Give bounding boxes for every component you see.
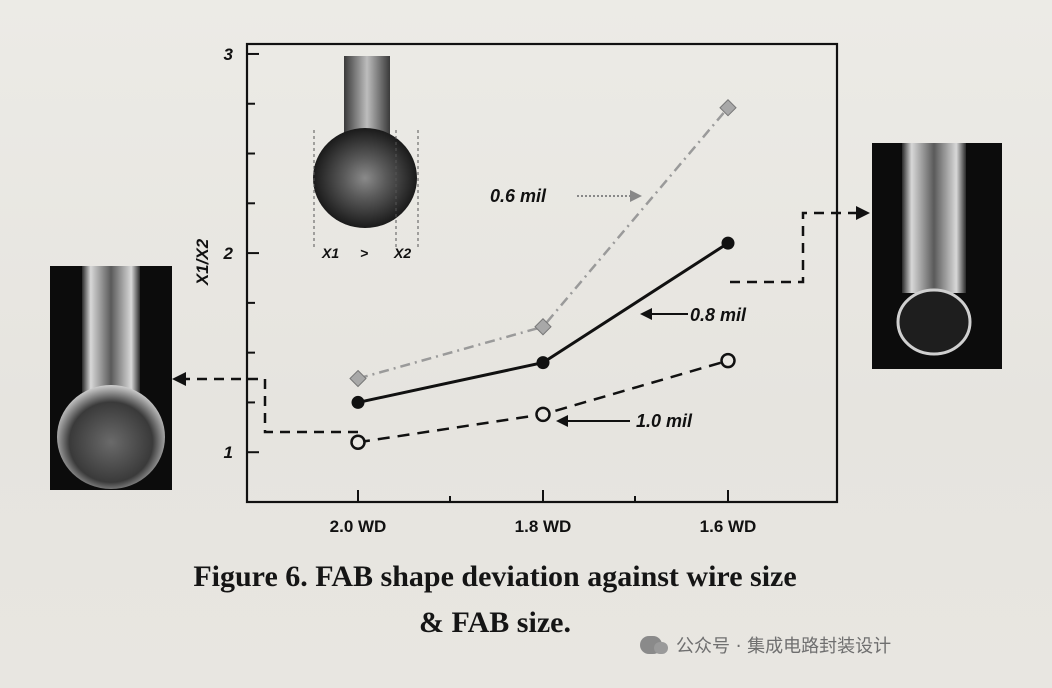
- x-tick-label-3: 1.6 WD: [700, 517, 757, 536]
- series-annotations: 0.6 mil 0.8 mil 1.0 mil: [490, 186, 747, 431]
- inset-label-x1: X1: [321, 245, 339, 261]
- series-1-0-mil: [350, 352, 736, 451]
- sem-image-right: [872, 143, 1002, 369]
- data-point-3: [721, 236, 735, 250]
- y-axis-ticks: 1 2 3: [223, 45, 259, 462]
- y-tick-label-2: 2: [223, 244, 234, 263]
- y-axis-label: X1/X2: [193, 238, 212, 286]
- figure-caption-line-1: Figure 6. FAB shape deviation against wi…: [193, 560, 797, 593]
- data-point-2: [535, 406, 551, 423]
- watermark-text: 公众号 · 集成电路封装设计: [676, 636, 892, 657]
- inset-wire: [344, 56, 390, 136]
- wechat-icon: [640, 636, 668, 654]
- connector-right: [730, 206, 870, 284]
- series-arrowhead-0-8-mil: [640, 308, 652, 320]
- series-layer: [349, 99, 737, 451]
- data-point-1: [351, 395, 365, 409]
- data-point-3: [719, 99, 737, 117]
- x-tick-label-2: 1.8 WD: [515, 517, 572, 536]
- inset-fab-diagram: X1 > X2: [313, 56, 419, 261]
- y-tick-label-1: 1: [224, 443, 233, 462]
- series-label-1-0-mil: 1.0 mil: [636, 411, 693, 431]
- data-point-1: [349, 369, 367, 388]
- series-label-0-6-mil: 0.6 mil: [490, 186, 547, 206]
- connector-left: [172, 372, 358, 434]
- data-point-2: [534, 318, 552, 336]
- data-point-1: [350, 434, 366, 451]
- data-point-3: [720, 352, 736, 369]
- plot-frame: [245, 42, 839, 504]
- data-point-2: [536, 356, 550, 370]
- series-line: [357, 106, 729, 380]
- y-tick-label-3: 3: [224, 45, 234, 64]
- series-0-8-mil: [351, 236, 735, 409]
- inset-label-operator: >: [360, 245, 368, 261]
- x-tick-label-1: 2.0 WD: [330, 517, 387, 536]
- series-label-0-8-mil: 0.8 mil: [690, 305, 747, 325]
- inset-ball: [313, 128, 417, 228]
- figure-caption-line-2: & FAB size.: [419, 606, 571, 639]
- series-arrowhead-1-0-mil: [556, 415, 568, 427]
- inset-label-x2: X2: [393, 245, 411, 261]
- sem-image-left: [50, 266, 172, 490]
- series-arrowhead-0-6-mil: [630, 190, 642, 202]
- watermark: 公众号 · 集成电路封装设计: [640, 632, 891, 658]
- series-0-6-mil: [349, 99, 737, 388]
- x-axis-ticks: 2.0 WD 1.8 WD 1.6 WD: [330, 490, 757, 536]
